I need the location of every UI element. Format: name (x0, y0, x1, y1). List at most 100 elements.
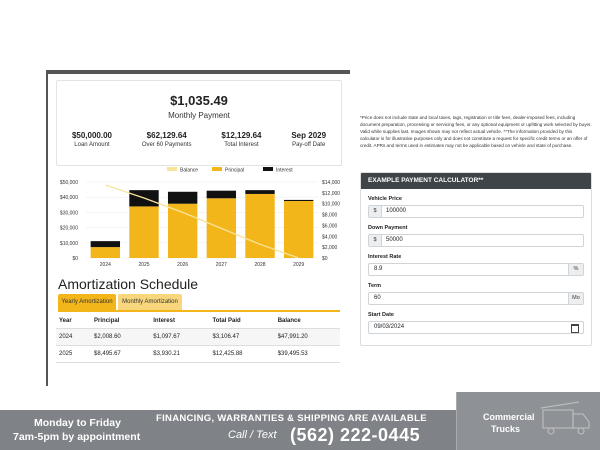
column-header: Principal (91, 314, 151, 329)
x-tick-label: 2027 (216, 262, 227, 268)
financing-banner: FINANCING, WARRANTIES & SHIPPING ARE AVA… (156, 413, 427, 424)
calculator-header: EXAMPLE PAYMENT CALCULATOR** (361, 173, 591, 189)
stat-loan-amount: $50,000.00 Loan Amount (72, 131, 112, 148)
dollar-prefix: $ (369, 235, 382, 246)
legend-swatch (212, 167, 222, 171)
down-payment-label: Down Payment (368, 225, 408, 231)
term-input[interactable]: 60 Mo (368, 292, 584, 305)
tab-yearly-amortization[interactable]: Yearly Amortization (58, 294, 116, 310)
monthly-payment-amount: $1,035.49 (170, 93, 228, 108)
months-suffix: Mo (568, 293, 583, 304)
legend-swatch (263, 167, 273, 171)
x-tick-label: 2028 (254, 262, 265, 268)
amortization-chart: Balance Principal Interest $50,000 $40,000 $3… (52, 164, 346, 274)
interest-bar (245, 190, 275, 194)
interest-bar (167, 191, 198, 204)
x-tick-label: 2025 (138, 262, 149, 268)
column-header: Total Paid (209, 314, 275, 329)
column-header: Balance (274, 314, 340, 329)
y-tick-label-right: $6,000 (322, 223, 338, 229)
table-cell: 2025 (56, 345, 92, 363)
interest-rate-input[interactable]: 8.9 % (368, 263, 584, 276)
table-cell: $12,425.88 (209, 345, 275, 363)
table-cell: $3,106.47 (209, 328, 275, 346)
logo-line-1: Commercial (483, 412, 535, 422)
stat-total-payments: $62,129.64 Over 60 Payments (142, 131, 192, 148)
legend-label: Principal (225, 168, 244, 174)
legend-label: Interest (276, 168, 293, 174)
table-header-row: Year Principal Interest Total Paid Balan… (56, 314, 340, 329)
monthly-payment-label: Monthly Payment (168, 111, 230, 120)
commercial-trucks-logo: Commercial Trucks (456, 392, 600, 450)
interest-bar (206, 190, 237, 199)
hours-line-1: Monday to Friday (34, 417, 121, 429)
y-tick-label-right: $8,000 (322, 213, 338, 219)
truck-icon (540, 401, 590, 435)
principal-bar (129, 206, 159, 258)
column-header: Year (56, 314, 92, 329)
percent-suffix: % (568, 264, 583, 275)
y-tick-label-right: $12,000 (322, 191, 340, 197)
table-row: 2024 $2,008.60 $1,097.67 $3,106.47 $47,9… (56, 328, 340, 346)
calendar-icon[interactable] (571, 324, 579, 333)
call-text-label: Call / Text (228, 429, 277, 441)
vehicle-price-value: 100000 (386, 208, 407, 214)
stat-value: Sep 2029 (291, 131, 327, 140)
table-cell: $3,930.21 (150, 345, 210, 363)
logo-line-2: Trucks (491, 424, 521, 434)
stat-label: Pay-off Date (292, 142, 326, 148)
amortization-title: Amortization Schedule (58, 276, 199, 292)
y-tick-label-left: $30,000 (60, 210, 78, 216)
phone-number[interactable]: (562) 222-0445 (290, 425, 421, 445)
x-tick-label: 2024 (100, 262, 111, 268)
y-tick-label-right: $10,000 (322, 202, 340, 208)
payment-calculator: EXAMPLE PAYMENT CALCULATOR** Vehicle Pri… (360, 172, 592, 346)
y-tick-label-right: $14,000 (322, 180, 340, 186)
amortization-tabs: Yearly Amortization Monthly Amortization (58, 294, 340, 312)
x-tick-label: 2026 (177, 262, 188, 268)
stat-value: $62,129.64 (146, 131, 187, 140)
payment-summary-panel: $1,035.49 Monthly Payment $50,000.00 Loa… (46, 70, 350, 386)
price-disclaimer: *Price does not include state and local … (360, 115, 592, 148)
balance-line (105, 184, 299, 259)
term-value: 60 (374, 295, 381, 301)
amortization-chart-svg: Balance Principal Interest $50,000 $40,000 $3… (60, 167, 340, 268)
table-cell: $1,097.67 (150, 328, 210, 346)
y-tick-label-left: $10,000 (60, 241, 78, 247)
hours-line-2: 7am-5pm by appointment (13, 431, 141, 443)
down-payment-input[interactable]: $ 50000 (368, 234, 584, 247)
table-row: 2025 $8,495.67 $3,930.21 $12,425.88 $39,… (56, 345, 340, 363)
interest-bar (283, 199, 314, 201)
stat-value: $12,129.64 (221, 131, 262, 140)
tab-monthly-amortization[interactable]: Monthly Amortization (118, 294, 182, 310)
interest-rate-value: 8.9 (374, 266, 383, 272)
y-tick-label-right: $2,000 (322, 245, 338, 251)
stat-label: Over 60 Payments (141, 142, 192, 148)
vehicle-price-label: Vehicle Price (368, 196, 402, 202)
start-date-input[interactable]: 09/03/2024 (368, 321, 584, 334)
interest-rate-label: Interest Rate (368, 254, 402, 260)
down-payment-value: 50000 (386, 237, 403, 243)
y-tick-label-right: $4,000 (322, 234, 338, 240)
stat-total-interest: $12,129.64 Total Interest (221, 131, 261, 148)
y-tick-label-left: $20,000 (60, 226, 78, 232)
legend-swatch (167, 167, 177, 171)
term-label: Term (368, 283, 382, 289)
y-tick-label-left: $40,000 (60, 195, 78, 201)
x-tick-label: 2029 (293, 262, 304, 268)
table-cell: 2024 (56, 328, 92, 346)
summary-stats: $50,000.00 Loan Amount $62,129.64 Over 6… (57, 131, 341, 148)
start-date-value: 09/03/2024 (374, 324, 405, 330)
start-date-label: Start Date (368, 312, 394, 318)
table-cell: $8,495.67 (91, 345, 151, 363)
y-tick-label-left: $0 (72, 256, 78, 262)
table-cell: $2,008.60 (91, 328, 151, 346)
table-cell: $47,991.20 (274, 328, 340, 346)
stat-label: Total Interest (224, 142, 259, 148)
legend-label: Balance (180, 168, 198, 174)
principal-bar (283, 201, 314, 258)
vehicle-price-input[interactable]: $ 100000 (368, 205, 584, 218)
stat-payoff-date: Sep 2029 Pay-off Date (291, 131, 326, 148)
y-tick-label-left: $50,000 (60, 180, 78, 186)
stat-value: $50,000.00 (71, 131, 112, 140)
